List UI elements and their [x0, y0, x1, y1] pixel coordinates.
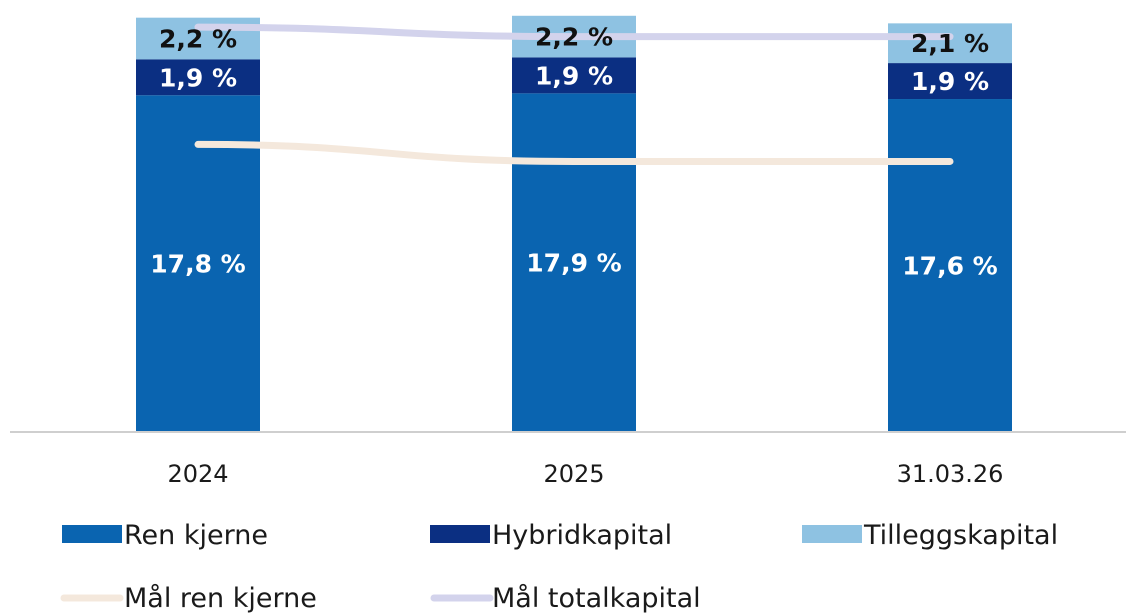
legend-label-ren-kjerne: Ren kjerne: [124, 520, 268, 551]
legend-label-mal-ren-kjerne: Mål ren kjerne: [124, 583, 317, 613]
bar-ren-kjerne-2024: [136, 95, 260, 433]
bars-group: [136, 15, 1012, 433]
bar-ren-kjerne-31-03-26: [888, 99, 1012, 432]
data-label-hybridkapital-31-03-26: 1,9 %: [911, 67, 989, 96]
data-label-hybridkapital-2024: 1,9 %: [159, 63, 237, 92]
x-axis-ticks: 2024 2025 31.03.26: [167, 460, 1003, 488]
legend: Ren kjerne Hybridkapital Tilleggskapital…: [60, 520, 1058, 613]
data-label-tilleggskapital-2025: 2,2 %: [535, 23, 613, 52]
bar-labels-group: 17,8 % 1,9 % 2,2 % 17,9 % 1,9 % 2,2 % 17,6 % 1,…: [150, 23, 997, 281]
legend-label-hybridkapital: Hybridkapital: [492, 520, 672, 551]
data-label-ren-kjerne-31-03-26: 17,6 %: [902, 252, 997, 281]
x-tick-label-2025: 2025: [543, 460, 604, 488]
legend-swatch-ren-kjerne: [62, 525, 122, 543]
x-tick-label-2024: 2024: [167, 460, 228, 488]
bar-hybridkapital-2024: [136, 59, 260, 96]
legend-swatch-tilleggskapital: [802, 525, 862, 543]
bar-hybridkapital-2025: [512, 57, 636, 94]
data-label-tilleggskapital-31-03-26: 2,1 %: [911, 29, 989, 58]
bar-tilleggskapital-31-03-26: [888, 23, 1012, 64]
target-lines-group: [194, 23, 954, 165]
bar-ren-kjerne-2025: [512, 93, 636, 432]
legend-label-mal-totalkapital: Mål totalkapital: [492, 583, 701, 613]
data-label-ren-kjerne-2025: 17,9 %: [526, 249, 621, 278]
bar-hybridkapital-31-03-26: [888, 63, 1012, 100]
data-label-tilleggskapital-2024: 2,2 %: [159, 24, 237, 53]
x-tick-label-31-03-26: 31.03.26: [897, 460, 1004, 488]
legend-swatch-hybridkapital: [430, 525, 490, 543]
data-label-ren-kjerne-2024: 17,8 %: [150, 250, 245, 279]
target-line-mal-ren-kjerne: [194, 140, 954, 165]
data-label-hybridkapital-2025: 1,9 %: [535, 61, 613, 90]
target-line-mal-totalkapital: [194, 23, 954, 41]
legend-label-tilleggskapital: Tilleggskapital: [863, 520, 1058, 551]
